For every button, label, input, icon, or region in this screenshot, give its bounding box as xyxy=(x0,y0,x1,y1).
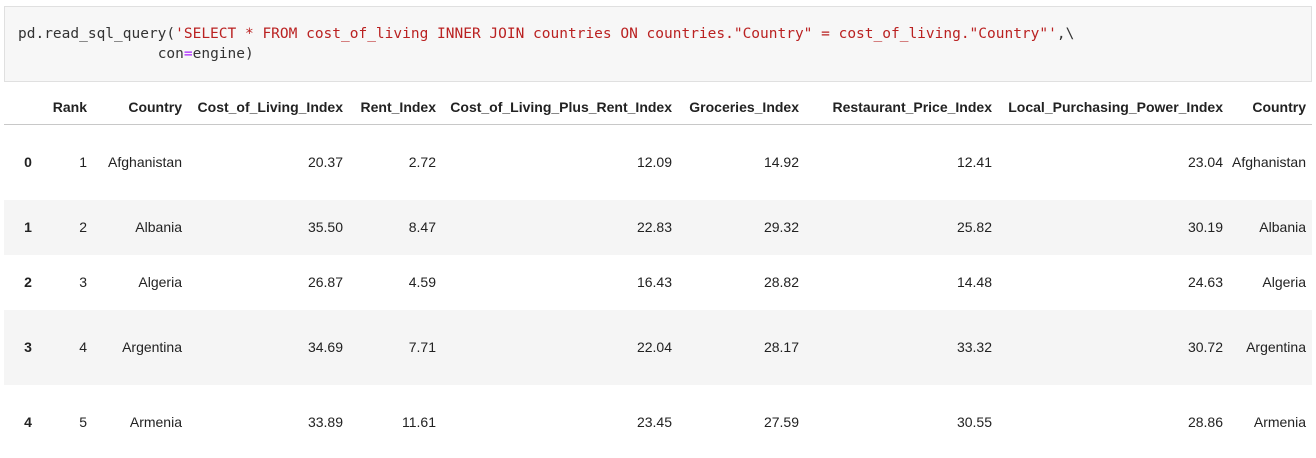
cell-country-2: Afghanistan xyxy=(1232,154,1306,171)
column-header-rent-index: Rent_Index xyxy=(349,89,442,125)
code-line-continuation: ,\ xyxy=(1056,26,1075,42)
cell-cost-of-living-plus-rent-index: 22.04 xyxy=(636,339,672,355)
index-header xyxy=(4,89,52,125)
cell-country-2: Argentina xyxy=(1246,339,1306,355)
code-indent xyxy=(18,46,158,62)
row-index: 0 xyxy=(24,154,32,171)
column-header-cost-of-living-index: Cost_of_Living_Index xyxy=(188,89,349,125)
column-header-rank: Rank xyxy=(52,89,93,125)
cell-rent-index: 7.71 xyxy=(408,339,436,355)
cell-local-purchasing-power-index: 28.86 xyxy=(1187,414,1223,430)
cell-groceries-index: 27.59 xyxy=(763,414,799,430)
cell-country-2: Algeria xyxy=(1262,274,1306,290)
table-row: 4 5 Armenia 33.89 11.61 23.45 27.59 30.5… xyxy=(4,385,1312,458)
cell-cost-of-living-index: 35.50 xyxy=(307,219,343,235)
column-header-country: Country xyxy=(93,89,188,125)
cell-rank: 2 xyxy=(79,219,87,235)
cell-country: Argentina xyxy=(122,339,182,355)
row-index: 2 xyxy=(24,274,32,290)
column-header-country-2: Country xyxy=(1229,89,1312,125)
row-index: 4 xyxy=(24,414,32,430)
cell-local-purchasing-power-index: 30.19 xyxy=(1187,219,1223,235)
table-row: 3 4 Argentina 34.69 7.71 22.04 28.17 33.… xyxy=(4,309,1312,385)
cell-rent-index: 8.47 xyxy=(408,219,436,235)
table-header-row: Rank Country Cost_of_Living_Index Rent_I… xyxy=(4,89,1312,125)
column-header-cost-of-living-plus-rent-index: Cost_of_Living_Plus_Rent_Index xyxy=(442,89,678,125)
cell-groceries-index: 29.32 xyxy=(763,219,799,235)
cell-restaurant-price-index: 25.82 xyxy=(956,219,992,235)
cell-country-2: Armenia xyxy=(1253,414,1306,430)
cell-groceries-index: 14.92 xyxy=(763,154,799,171)
cell-cost-of-living-index: 33.89 xyxy=(307,414,343,430)
code-param-value: engine) xyxy=(192,46,254,62)
column-header-local-purchasing-power-index: Local_Purchasing_Power_Index xyxy=(998,89,1229,125)
cell-cost-of-living-index: 34.69 xyxy=(307,339,343,355)
cell-country-2: Albania xyxy=(1259,219,1306,235)
cell-rank: 5 xyxy=(79,414,87,430)
cell-cost-of-living-plus-rent-index: 16.43 xyxy=(636,274,672,290)
cell-cost-of-living-index: 20.37 xyxy=(307,154,343,171)
table-row: 2 3 Algeria 26.87 4.59 16.43 28.82 14.48… xyxy=(4,255,1312,310)
cell-country: Armenia xyxy=(129,414,182,430)
row-index: 3 xyxy=(24,339,32,355)
column-header-restaurant-price-index: Restaurant_Price_Index xyxy=(805,89,998,125)
cell-country: Afghanistan xyxy=(108,154,182,171)
cell-restaurant-price-index: 14.48 xyxy=(956,274,992,290)
code-param-name: con xyxy=(157,46,184,62)
cell-groceries-index: 28.82 xyxy=(763,274,799,290)
cell-rank: 1 xyxy=(79,154,87,171)
cell-groceries-index: 28.17 xyxy=(763,339,799,355)
cell-cost-of-living-plus-rent-index: 12.09 xyxy=(636,154,672,171)
cell-country: Albania xyxy=(135,219,182,235)
cell-country: Algeria xyxy=(138,274,182,290)
code-assign-operator: = xyxy=(183,46,193,62)
column-header-groceries-index: Groceries_Index xyxy=(678,89,805,125)
cell-rent-index: 4.59 xyxy=(408,274,436,290)
cell-restaurant-price-index: 33.32 xyxy=(956,339,992,355)
table-row: 0 1 Afghanistan 20.37 2.72 12.09 14.92 1… xyxy=(4,125,1312,200)
cell-rent-index: 11.61 xyxy=(402,414,436,430)
cell-restaurant-price-index: 12.41 xyxy=(956,154,992,171)
code-line-1: pd.read_sql_query('SELECT * FROM cost_of… xyxy=(18,24,1074,44)
code-line-2: con=engine) xyxy=(18,44,254,64)
cell-local-purchasing-power-index: 23.04 xyxy=(1187,154,1223,171)
cell-local-purchasing-power-index: 30.72 xyxy=(1187,339,1223,355)
cell-cost-of-living-plus-rent-index: 22.83 xyxy=(636,219,672,235)
cell-rank: 3 xyxy=(79,274,87,290)
code-cell[interactable]: pd.read_sql_query('SELECT * FROM cost_of… xyxy=(4,6,1312,82)
dataframe-output-table: Rank Country Cost_of_Living_Index Rent_I… xyxy=(4,89,1312,458)
cell-rank: 4 xyxy=(79,339,87,355)
row-index: 1 xyxy=(24,219,32,235)
code-function-call: pd.read_sql_query( xyxy=(18,26,176,42)
cell-cost-of-living-index: 26.87 xyxy=(307,274,343,290)
cell-cost-of-living-plus-rent-index: 23.45 xyxy=(636,414,672,430)
cell-rent-index: 2.72 xyxy=(408,154,436,171)
code-sql-string: 'SELECT * FROM cost_of_living INNER JOIN… xyxy=(175,26,1057,42)
table-row: 1 2 Albania 35.50 8.47 22.83 29.32 25.82… xyxy=(4,199,1312,255)
cell-restaurant-price-index: 30.55 xyxy=(956,414,992,430)
cell-local-purchasing-power-index: 24.63 xyxy=(1187,274,1223,290)
